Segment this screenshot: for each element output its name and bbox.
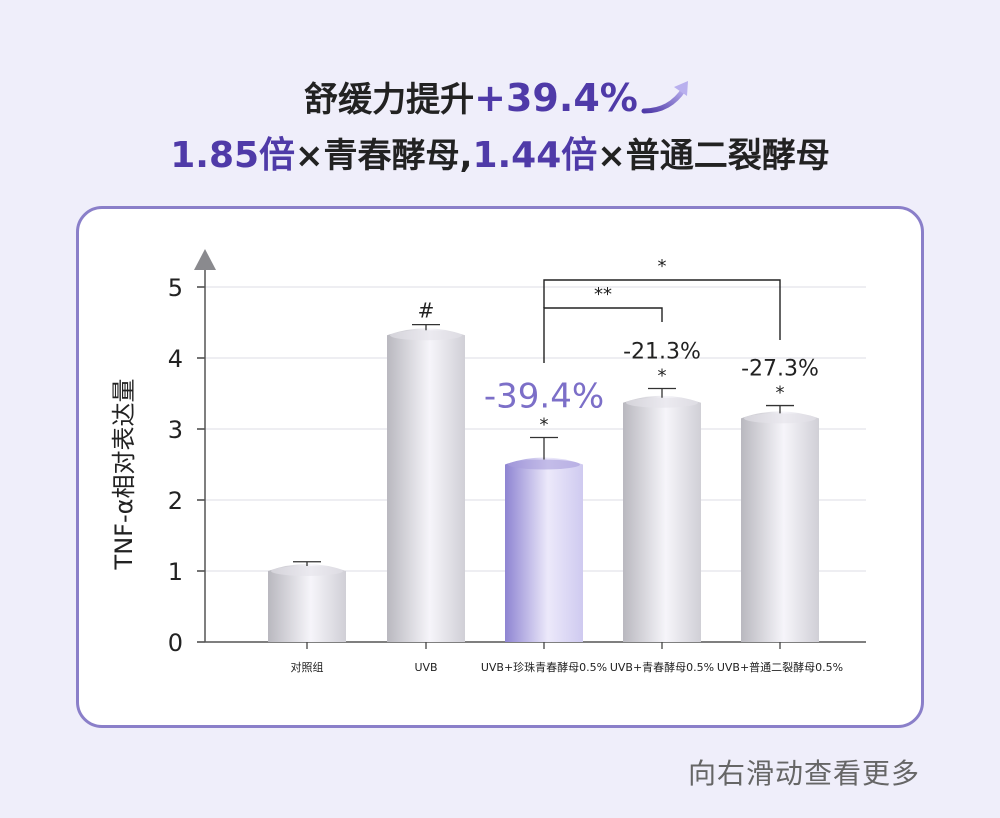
x-tick-label: UVB+珍珠青春酵母0.5% (481, 660, 607, 674)
percent-label-highlight: -39.4% (484, 377, 604, 417)
comparison-text-1: ×青春酵母, (295, 136, 473, 176)
multiplier-1: 1.85倍 (170, 135, 296, 176)
trend-up-arrow-icon (641, 81, 688, 114)
headline-line1: 舒缓力提升+39.4% (0, 72, 1000, 121)
x-tick-label: UVB+普通二裂酵母0.5% (717, 660, 843, 674)
bar (387, 328, 465, 642)
bar (741, 411, 819, 642)
significance-mark: # (418, 299, 435, 323)
percent-label: -21.3% (623, 340, 701, 365)
y-tick-label: 4 (168, 345, 183, 373)
percent-label: -27.3% (741, 357, 819, 382)
bar-top-cap (390, 330, 462, 341)
y-tick-label: 2 (168, 487, 183, 515)
bar (505, 457, 583, 642)
comparison-label: ** (594, 284, 612, 305)
significance-mark: * (540, 415, 549, 436)
significance-mark: * (658, 366, 667, 387)
bar-top-cap (626, 397, 698, 408)
headline-percent: +39.4% (474, 76, 638, 120)
bar (268, 564, 346, 642)
comparison-text-2: ×普通二裂酵母 (597, 136, 830, 176)
comparison-label: * (658, 256, 667, 277)
bar (623, 395, 701, 642)
headline-prefix: 舒缓力提升 (304, 80, 475, 120)
significance-mark: * (776, 383, 785, 404)
bar-top-cap (271, 566, 343, 576)
x-tick-label: 对照组 (291, 660, 324, 674)
y-tick-label: 3 (168, 416, 183, 444)
y-tick-label: 0 (168, 629, 183, 657)
comparison-bracket (543, 279, 781, 340)
multiplier-2: 1.44倍 (472, 135, 598, 176)
x-tick-label: UVB+青春酵母0.5% (610, 661, 714, 674)
comparison-bracket (543, 307, 663, 363)
headline-line2: 1.85倍×青春酵母,1.44倍×普通二裂酵母 (0, 126, 1000, 178)
y-tick-label: 1 (168, 558, 183, 586)
bar-top-cap (744, 413, 816, 424)
y-axis-arrow-icon (194, 249, 216, 270)
swipe-hint: 向右滑动查看更多 (687, 757, 920, 790)
y-axis-label: TNF-α相对表达量 (110, 379, 138, 571)
bar-top-cap (508, 459, 580, 470)
x-tick-label: UVB (414, 661, 437, 674)
y-tick-label: 5 (168, 274, 183, 302)
